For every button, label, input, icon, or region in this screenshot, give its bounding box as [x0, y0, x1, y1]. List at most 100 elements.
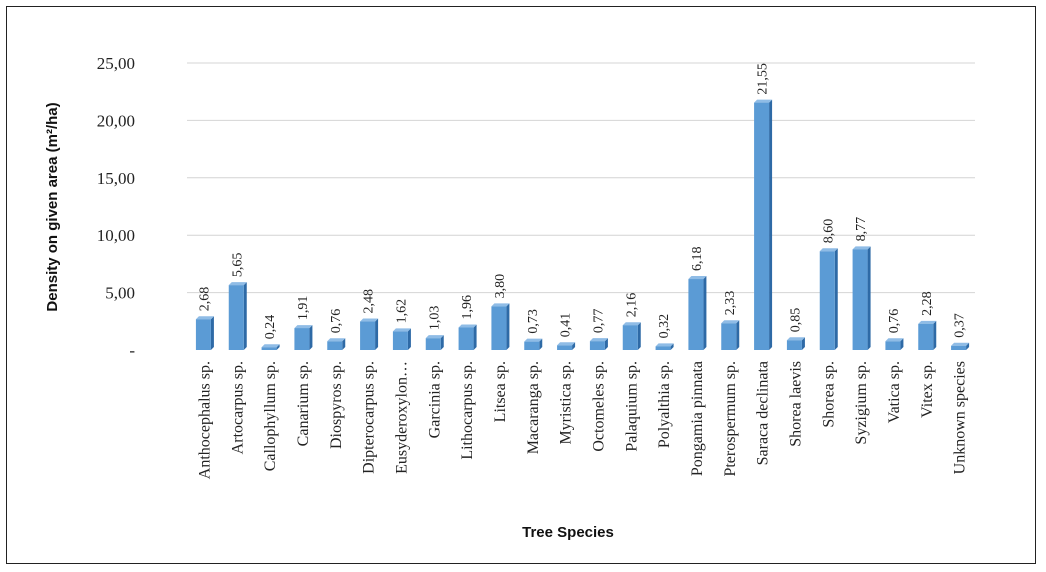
bar-side — [407, 328, 411, 350]
bar-side — [736, 320, 740, 350]
bar-front — [622, 325, 638, 350]
bar-front — [557, 345, 573, 350]
bar — [557, 342, 576, 350]
bar-top — [261, 344, 280, 348]
bar — [622, 322, 641, 350]
bar-side — [309, 325, 313, 350]
gridlines — [187, 62, 975, 294]
data-label: 0,73 — [526, 309, 541, 334]
bar-side — [440, 335, 444, 350]
bar-chart: - 5,00 10,00 15,00 20,00 25,00 2,68 5,65 0,24 1,… — [44, 54, 975, 541]
bar-side — [276, 344, 280, 350]
data-label: 0,41 — [559, 313, 574, 338]
category-label: Vitex sp. — [919, 361, 936, 418]
bar-front — [360, 321, 376, 350]
data-label: 0,76 — [887, 309, 902, 334]
chart-frame: - 5,00 10,00 15,00 20,00 25,00 2,68 5,65 0,24 1,… — [6, 6, 1036, 564]
data-label: 0,85 — [788, 308, 803, 333]
bar — [228, 282, 247, 350]
category-label: Lithocarpus sp. — [459, 361, 476, 460]
bar — [261, 344, 280, 350]
bar-top — [589, 338, 608, 342]
y-tick-label: 15,00 — [97, 169, 135, 188]
bar-side — [210, 316, 214, 350]
bar — [327, 338, 346, 350]
bar — [688, 276, 707, 350]
category-label: Garcinia sp. — [426, 361, 443, 438]
bar-front — [425, 338, 441, 350]
data-label: 1,91 — [296, 296, 311, 321]
data-label: 2,28 — [920, 291, 935, 316]
category-label: Vatica sp. — [886, 361, 903, 423]
y-tick-label: 5,00 — [105, 284, 135, 303]
data-label: 2,68 — [197, 287, 212, 312]
data-label: 1,62 — [394, 299, 409, 324]
category-label: Shorea laevis — [787, 361, 804, 447]
bar — [491, 303, 510, 350]
bar-side — [506, 303, 510, 350]
category-label: Artocarpus sp. — [229, 361, 246, 454]
bar — [786, 337, 805, 350]
data-label: 0,37 — [953, 313, 968, 338]
category-label: Eusyderoxylon… — [393, 361, 410, 474]
data-label: 8,60 — [821, 219, 836, 244]
bar-side — [342, 338, 346, 350]
category-label: Palaquium sp. — [623, 361, 640, 452]
bar-top — [195, 316, 214, 320]
bar — [885, 338, 904, 350]
bar-top — [951, 342, 970, 346]
bar-top — [327, 338, 346, 342]
bar-side — [769, 99, 773, 350]
data-label: 2,33 — [723, 291, 738, 316]
bar-top — [688, 276, 707, 280]
bar — [458, 324, 477, 350]
bar — [360, 318, 379, 350]
y-axis-ticks: - 5,00 10,00 15,00 20,00 25,00 — [97, 54, 136, 360]
bar-front — [721, 323, 737, 350]
y-tick-label: 20,00 — [97, 111, 135, 130]
y-tick-label: 25,00 — [97, 54, 135, 73]
bar-top — [622, 322, 641, 326]
bar-front — [786, 340, 802, 350]
category-label: Canarium sp. — [295, 361, 312, 446]
bar-front — [491, 306, 507, 350]
x-axis-title: Tree Species — [522, 524, 614, 541]
category-label: Myristica sp. — [558, 361, 575, 445]
bar — [294, 325, 313, 350]
bar-top — [294, 325, 313, 329]
data-label: 5,65 — [230, 253, 245, 278]
category-label: Shorea sp. — [820, 361, 837, 428]
bar-top — [885, 338, 904, 342]
bar-top — [819, 248, 838, 252]
y-axis-title: Density on given area (m²/ha) — [44, 102, 61, 311]
bar-side — [834, 248, 838, 350]
data-label: 6,18 — [690, 247, 705, 272]
data-labels: 2,68 5,65 0,24 1,91 0,76 2,48 1,62 1,03 1,96 3,80… — [197, 63, 967, 339]
bar-front — [195, 319, 211, 350]
y-tick-label: 10,00 — [97, 226, 135, 245]
category-labels: Anthocephalus sp. Artocarpus sp. Callophyl… — [196, 361, 968, 479]
bar — [524, 338, 543, 350]
bar-top — [721, 320, 740, 324]
data-label: 2,48 — [362, 289, 377, 314]
bar-top — [557, 342, 576, 346]
bar-side — [539, 338, 543, 350]
bar-side — [801, 337, 805, 350]
bar-front — [951, 345, 967, 350]
bar-side — [375, 318, 379, 350]
category-label: Pongamia pinnata — [689, 361, 706, 476]
bar-top — [425, 335, 444, 339]
bar-front — [688, 279, 704, 350]
data-label: 21,55 — [756, 63, 771, 95]
bar-top — [392, 328, 411, 332]
category-label: Syzigium sp. — [853, 361, 870, 445]
bar-top — [228, 282, 247, 286]
bar — [195, 316, 214, 350]
bar — [655, 343, 674, 350]
bar-front — [918, 323, 934, 350]
bar-front — [852, 249, 868, 350]
data-label: 8,77 — [854, 217, 869, 242]
bars — [195, 99, 970, 350]
bar-side — [900, 338, 904, 350]
bar-top — [918, 320, 937, 324]
